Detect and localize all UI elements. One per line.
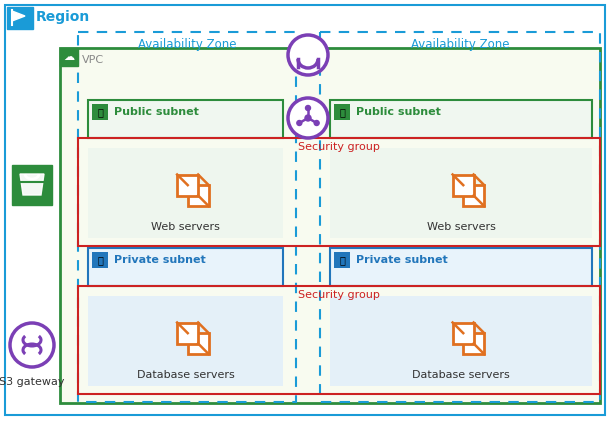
- Text: Private subnet: Private subnet: [356, 255, 448, 265]
- FancyBboxPatch shape: [334, 104, 350, 120]
- FancyBboxPatch shape: [453, 322, 474, 344]
- Text: Availability Zone: Availability Zone: [411, 38, 509, 51]
- FancyBboxPatch shape: [92, 104, 108, 120]
- Text: Security group: Security group: [298, 290, 380, 300]
- FancyBboxPatch shape: [88, 100, 283, 138]
- FancyBboxPatch shape: [453, 174, 474, 195]
- Text: 🔒: 🔒: [97, 255, 103, 265]
- FancyBboxPatch shape: [60, 48, 600, 403]
- FancyBboxPatch shape: [334, 252, 350, 268]
- Text: 🔒: 🔒: [339, 255, 345, 265]
- Text: Public subnet: Public subnet: [356, 107, 441, 117]
- FancyBboxPatch shape: [177, 322, 198, 344]
- FancyBboxPatch shape: [88, 248, 283, 286]
- Text: Public subnet: Public subnet: [114, 107, 199, 117]
- FancyBboxPatch shape: [7, 7, 33, 29]
- FancyBboxPatch shape: [330, 296, 592, 386]
- Circle shape: [288, 35, 328, 75]
- FancyBboxPatch shape: [330, 148, 592, 238]
- Text: Security group: Security group: [298, 142, 380, 152]
- FancyBboxPatch shape: [5, 5, 605, 415]
- FancyBboxPatch shape: [463, 185, 485, 206]
- Circle shape: [297, 120, 302, 125]
- FancyBboxPatch shape: [92, 252, 108, 268]
- FancyBboxPatch shape: [88, 296, 283, 386]
- Polygon shape: [12, 11, 25, 21]
- Text: 🔒: 🔒: [97, 107, 103, 117]
- Text: 🔒: 🔒: [339, 107, 345, 117]
- Text: Private subnet: Private subnet: [114, 255, 206, 265]
- FancyBboxPatch shape: [188, 333, 209, 354]
- Text: S3 gateway: S3 gateway: [0, 377, 65, 387]
- Polygon shape: [20, 174, 44, 195]
- FancyBboxPatch shape: [88, 148, 283, 238]
- FancyBboxPatch shape: [60, 48, 78, 66]
- Circle shape: [305, 115, 311, 121]
- Text: Region: Region: [36, 10, 90, 24]
- Circle shape: [314, 120, 319, 125]
- FancyBboxPatch shape: [330, 248, 592, 286]
- Text: Availability Zone: Availability Zone: [137, 38, 236, 51]
- FancyBboxPatch shape: [330, 100, 592, 138]
- FancyBboxPatch shape: [12, 165, 52, 205]
- FancyBboxPatch shape: [177, 174, 198, 195]
- Circle shape: [288, 98, 328, 138]
- Text: Web servers: Web servers: [151, 222, 220, 232]
- Text: ☁: ☁: [64, 52, 75, 62]
- Text: Database servers: Database servers: [412, 370, 510, 380]
- Circle shape: [306, 106, 310, 110]
- Circle shape: [10, 323, 54, 367]
- FancyBboxPatch shape: [188, 185, 209, 206]
- Text: Database servers: Database servers: [137, 370, 235, 380]
- Text: VPC: VPC: [82, 55, 104, 65]
- FancyBboxPatch shape: [463, 333, 485, 354]
- Text: Web servers: Web servers: [426, 222, 496, 232]
